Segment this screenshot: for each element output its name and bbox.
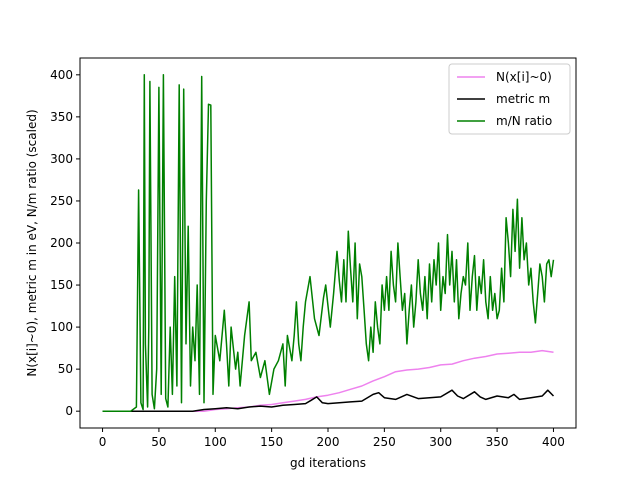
legend-box [448,63,571,135]
x-tick-label: 150 [260,435,283,449]
x-tick-label: 300 [429,435,452,449]
y-tick-label: 150 [50,278,73,292]
x-tick-label: 400 [542,435,565,449]
x-tick-label: 50 [151,435,166,449]
y-tick-label: 250 [50,194,73,208]
y-axis-label: N(x[i]~0), metric m in eV, N/m ratio (sc… [25,109,39,376]
series-layer [102,74,555,412]
y-tick-label: 50 [58,362,73,376]
series-line-2 [102,74,555,412]
x-axis-ticks: 0 50 100 150 200 250 300 350 400 [99,428,565,449]
legend-label: metric m [496,92,550,106]
legend-label: m/N ratio [496,114,552,128]
x-tick-label: 0 [99,435,107,449]
y-tick-label: 0 [65,404,73,418]
y-tick-label: 400 [50,68,73,82]
legend: N(x[i]~0) metric m m/N ratio [448,63,571,135]
x-tick-label: 350 [486,435,509,449]
x-axis-label: gd iterations [290,456,366,470]
y-tick-label: 100 [50,320,73,334]
legend-label: N(x[i]~0) [496,70,552,84]
y-tick-label: 350 [50,110,73,124]
y-tick-label: 300 [50,152,73,166]
y-tick-label: 200 [50,236,73,250]
x-tick-label: 250 [373,435,396,449]
x-tick-label: 200 [317,435,340,449]
series-line-1 [102,389,555,412]
y-axis-ticks: 0 50 100 150 200 250 300 350 400 [50,68,80,418]
x-tick-label: 100 [204,435,227,449]
